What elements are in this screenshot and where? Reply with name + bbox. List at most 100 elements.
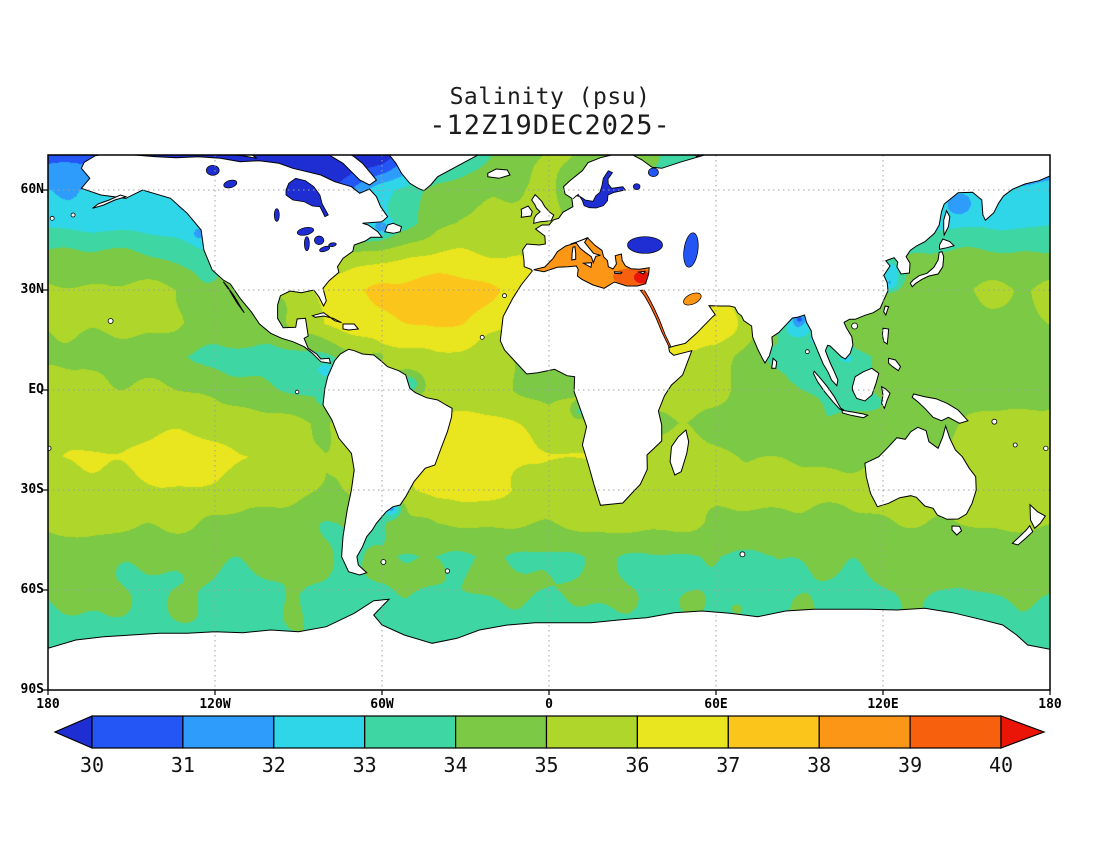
lon-tick-label: 120W — [199, 697, 231, 712]
colorbar-tick-label: 36 — [625, 753, 650, 777]
land-hokkaido — [939, 238, 955, 250]
lon-tick-label: 180 — [1038, 697, 1062, 712]
land-italy — [570, 236, 601, 265]
island-vanuatu — [1012, 442, 1018, 448]
land-antarctica — [48, 598, 1050, 690]
land-tasmania — [951, 525, 963, 536]
island-kerguelen — [739, 551, 746, 558]
land-cyprus — [637, 270, 646, 275]
land-north-america — [80, 155, 389, 364]
land-honshu — [909, 251, 945, 288]
colorbar-segment — [364, 715, 457, 749]
land-newfoundland — [384, 222, 403, 234]
land-sardinia-corsica — [571, 246, 577, 261]
lat-tick-label: 90S — [20, 682, 44, 697]
island-fiji — [1043, 445, 1049, 451]
colorbar-segment — [818, 715, 911, 749]
land-alaska-peninsula — [92, 194, 128, 209]
land-sumatra — [812, 370, 845, 411]
colorbar-segment — [182, 715, 275, 749]
land-new-zealand-south — [1011, 524, 1034, 546]
sea-red-sea — [639, 289, 672, 349]
land-madagascar — [669, 429, 690, 476]
lat-tick-label: 60S — [20, 582, 44, 597]
land-ireland — [520, 205, 533, 218]
island-aleutian-1 — [49, 215, 55, 221]
island-galapagos — [294, 389, 300, 395]
colorbar-tick-label: 33 — [352, 753, 377, 777]
colorbar-tick-label: 30 — [79, 753, 105, 777]
lat-tick-label: EQ — [28, 382, 44, 397]
land-sri-lanka — [771, 357, 778, 369]
land-sakhalin — [943, 209, 951, 237]
land-taiwan — [883, 305, 890, 317]
colorbar-segment — [727, 715, 820, 749]
plot-title-line1: Salinity (psu) — [449, 84, 651, 110]
island-fiji-wrap — [48, 445, 52, 451]
colorbar-tick-label: 31 — [170, 753, 195, 777]
lat-tick-label: 30S — [20, 482, 44, 497]
colorbar-right-arrow — [1000, 715, 1046, 749]
land-cuba — [311, 312, 342, 324]
land-greenland — [388, 155, 479, 192]
plot-title: Salinity (psu) -12Z19DEC2025- — [0, 84, 1100, 141]
land-java — [841, 409, 869, 419]
colorbar-tick-label: 34 — [443, 753, 468, 777]
island-solomon — [991, 418, 998, 425]
land-south-america — [322, 348, 453, 576]
plot-title-line2: -12Z19DEC2025- — [429, 110, 671, 142]
land-new-guinea — [911, 393, 969, 424]
land-great-britain — [531, 193, 555, 224]
land-new-zealand-north — [1029, 503, 1047, 530]
sea-caspian-sea — [683, 232, 699, 268]
sea-lake-superior — [296, 226, 315, 236]
sea-lake-huron — [314, 235, 325, 246]
land-australia — [864, 424, 977, 520]
land-iceland — [487, 168, 511, 179]
land-hispaniola — [342, 323, 360, 331]
sea-black-sea — [627, 236, 663, 254]
lon-tick-label: 60W — [370, 697, 394, 712]
land-mindanao — [888, 357, 902, 372]
lat-tick-label: 60N — [20, 182, 44, 197]
colorbar-tick-label: 37 — [716, 753, 741, 777]
island-south-georgia — [444, 568, 451, 574]
island-aleutian-2 — [70, 212, 76, 218]
colorbar-segment — [909, 715, 1002, 749]
colorbar-segment — [636, 715, 729, 749]
land-sicily — [581, 262, 593, 269]
land-borneo — [851, 367, 880, 402]
colorbar-tick-label: 38 — [807, 753, 832, 777]
sea-great-bear-lake — [206, 164, 220, 176]
colorbar-segment — [455, 715, 548, 749]
sea-lake-michigan — [303, 236, 310, 252]
colorbar-tick-label: 35 — [534, 753, 559, 777]
island-canary — [502, 293, 507, 299]
lat-tick-label: 30N — [20, 282, 44, 297]
sea-baltic-sea — [572, 170, 627, 209]
sea-white-sea — [648, 167, 659, 178]
island-andaman — [804, 349, 810, 355]
land-crete — [613, 271, 623, 275]
sea-great-slave-lake — [223, 179, 238, 189]
sea-lake-erie — [319, 245, 331, 253]
island-hawaii — [107, 318, 114, 324]
sea-lake-winnipeg — [273, 208, 280, 222]
lon-tick-label: 180 — [36, 697, 60, 712]
colorbar-segment — [273, 715, 366, 749]
land-baja-california — [222, 281, 245, 313]
colorbar-left-arrow — [53, 715, 93, 749]
sea-lake-ontario — [328, 242, 337, 247]
colorbar-tick-label: 39 — [898, 753, 923, 777]
lon-tick-label: 0 — [545, 697, 553, 712]
colorbar-tick-label: 40 — [988, 753, 1014, 777]
land-afro-eurasia — [499, 155, 1050, 506]
colorbar-tick-label: 32 — [261, 753, 286, 777]
sea-hudson-bay — [285, 177, 329, 218]
sea-persian-gulf — [683, 292, 702, 306]
colorbar-segment — [91, 715, 184, 749]
island-cape-verde — [479, 334, 485, 340]
land-luzon — [881, 327, 890, 345]
